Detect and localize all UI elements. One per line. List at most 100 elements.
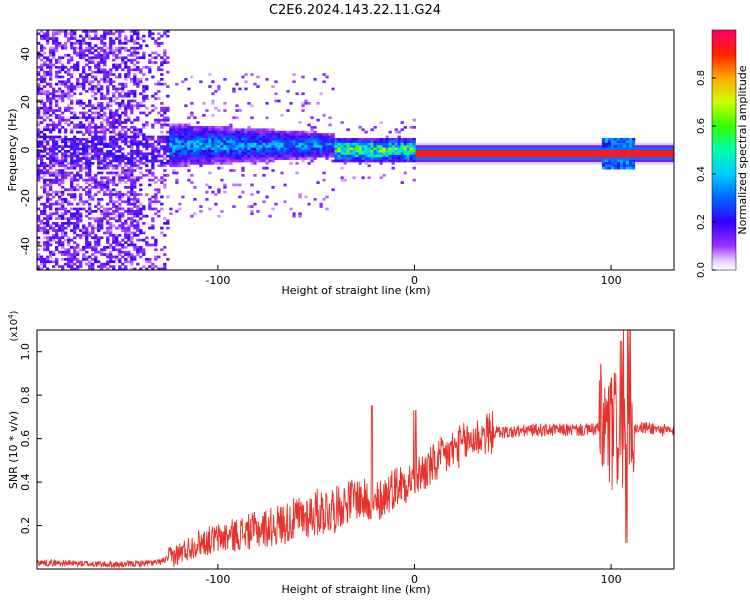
heatmap-cell — [238, 87, 242, 91]
heatmap-cell — [220, 126, 224, 129]
heatmap-cell — [376, 152, 380, 156]
heatmap-cell — [172, 147, 176, 151]
heatmap-cell — [352, 154, 356, 158]
heatmap-cell — [394, 140, 398, 144]
heatmap-cell — [70, 130, 74, 134]
heatmap-cell — [217, 140, 221, 144]
heatmap-cell — [82, 133, 86, 136]
heatmap-cell — [418, 159, 422, 163]
heatmap-cell — [220, 142, 224, 146]
heatmap-cell — [160, 42, 164, 45]
heatmap-cell — [46, 142, 50, 146]
heatmap-cell — [247, 102, 251, 105]
heatmap-cell — [43, 133, 47, 136]
heatmap-cell — [88, 152, 92, 156]
heatmap-cell — [307, 142, 311, 146]
heatmap-cell — [343, 147, 347, 151]
heatmap-cell — [49, 243, 53, 247]
heatmap-cell — [109, 68, 113, 72]
heatmap-cell — [130, 166, 134, 170]
heatmap-cell — [238, 195, 242, 199]
heatmap-cell — [271, 145, 275, 148]
heatmap-cell — [148, 226, 152, 230]
heatmap-cell — [91, 198, 95, 201]
heatmap-cell — [301, 75, 305, 79]
heatmap-cell — [151, 145, 155, 148]
heatmap-cell — [52, 32, 56, 36]
heatmap-cell — [106, 162, 110, 165]
heatmap-cell — [73, 140, 77, 144]
heatmap-cell — [196, 133, 200, 136]
heatmap-cell — [556, 154, 561, 158]
heatmap-cell — [346, 157, 350, 160]
heatmap-cell — [499, 147, 504, 151]
heatmap-cell — [49, 255, 53, 259]
heatmap-cell — [220, 128, 224, 132]
heatmap-cell — [592, 147, 597, 151]
heatmap-cell — [247, 154, 251, 158]
heatmap-cell — [49, 250, 53, 254]
heatmap-cell — [208, 138, 212, 141]
heatmap-cell — [436, 142, 440, 146]
heatmap-cell — [364, 162, 368, 165]
heatmap-cell — [322, 80, 326, 84]
heatmap-cell — [109, 82, 113, 86]
line-x-tick-label: -100 — [205, 573, 230, 586]
heatmap-cell — [490, 142, 495, 146]
heatmap-cell — [301, 92, 305, 96]
heatmap-cell — [169, 147, 173, 151]
heatmap-cell — [130, 190, 134, 194]
heatmap-cell — [130, 198, 134, 201]
heatmap-cell — [175, 142, 179, 146]
heatmap-cell — [139, 37, 143, 40]
heatmap-cell — [202, 150, 206, 153]
heatmap-cell — [361, 147, 365, 151]
heatmap-cell — [244, 130, 248, 134]
heatmap-cell — [274, 80, 278, 84]
heatmap-cell — [361, 138, 365, 141]
heatmap-cell — [490, 162, 495, 165]
heatmap-cell — [427, 157, 431, 160]
heatmap-cell — [658, 145, 663, 148]
heatmap-cell — [385, 154, 389, 158]
heatmap-cell — [133, 243, 137, 247]
heatmap-cell — [94, 85, 98, 88]
heatmap-cell — [538, 157, 543, 160]
heatmap-cell — [553, 152, 558, 156]
heatmap-cell — [493, 162, 498, 165]
heatmap-cell — [49, 150, 53, 153]
heatmap-cell — [124, 106, 128, 110]
heatmap-cell — [577, 150, 582, 153]
heatmap-cell — [55, 30, 59, 33]
heatmap-cell — [220, 152, 224, 156]
heatmap-cell — [205, 147, 209, 151]
heatmap-cell — [601, 140, 606, 144]
heatmap-cell — [55, 140, 59, 144]
heatmap-cell — [55, 75, 59, 79]
heatmap-cell — [259, 159, 263, 163]
heatmap-cell — [157, 164, 161, 168]
heatmap-cell — [370, 145, 374, 148]
heatmap-cell — [664, 152, 669, 156]
heatmap-cell — [88, 190, 92, 194]
heatmap-cell — [397, 142, 401, 146]
heatmap-cell — [139, 78, 143, 81]
heatmap-cell — [505, 152, 510, 156]
heatmap-cell — [121, 58, 125, 62]
heatmap-cell — [130, 188, 134, 192]
heatmap-cell — [58, 114, 62, 117]
heatmap-cell — [76, 183, 80, 187]
heatmap-cell — [76, 39, 80, 43]
heatmap-cell — [52, 51, 56, 55]
heatmap-cell — [127, 140, 131, 144]
heatmap-cell — [424, 150, 428, 153]
heatmap-cell — [616, 162, 621, 165]
heatmap-cell — [550, 159, 555, 163]
heatmap-cell — [283, 183, 287, 187]
heatmap-cell — [373, 150, 377, 153]
heatmap-cell — [145, 44, 149, 48]
heatmap-cell — [634, 157, 639, 160]
heatmap-cell — [88, 44, 92, 48]
heatmap-cell — [247, 135, 251, 139]
heatmap-cell — [166, 109, 170, 112]
